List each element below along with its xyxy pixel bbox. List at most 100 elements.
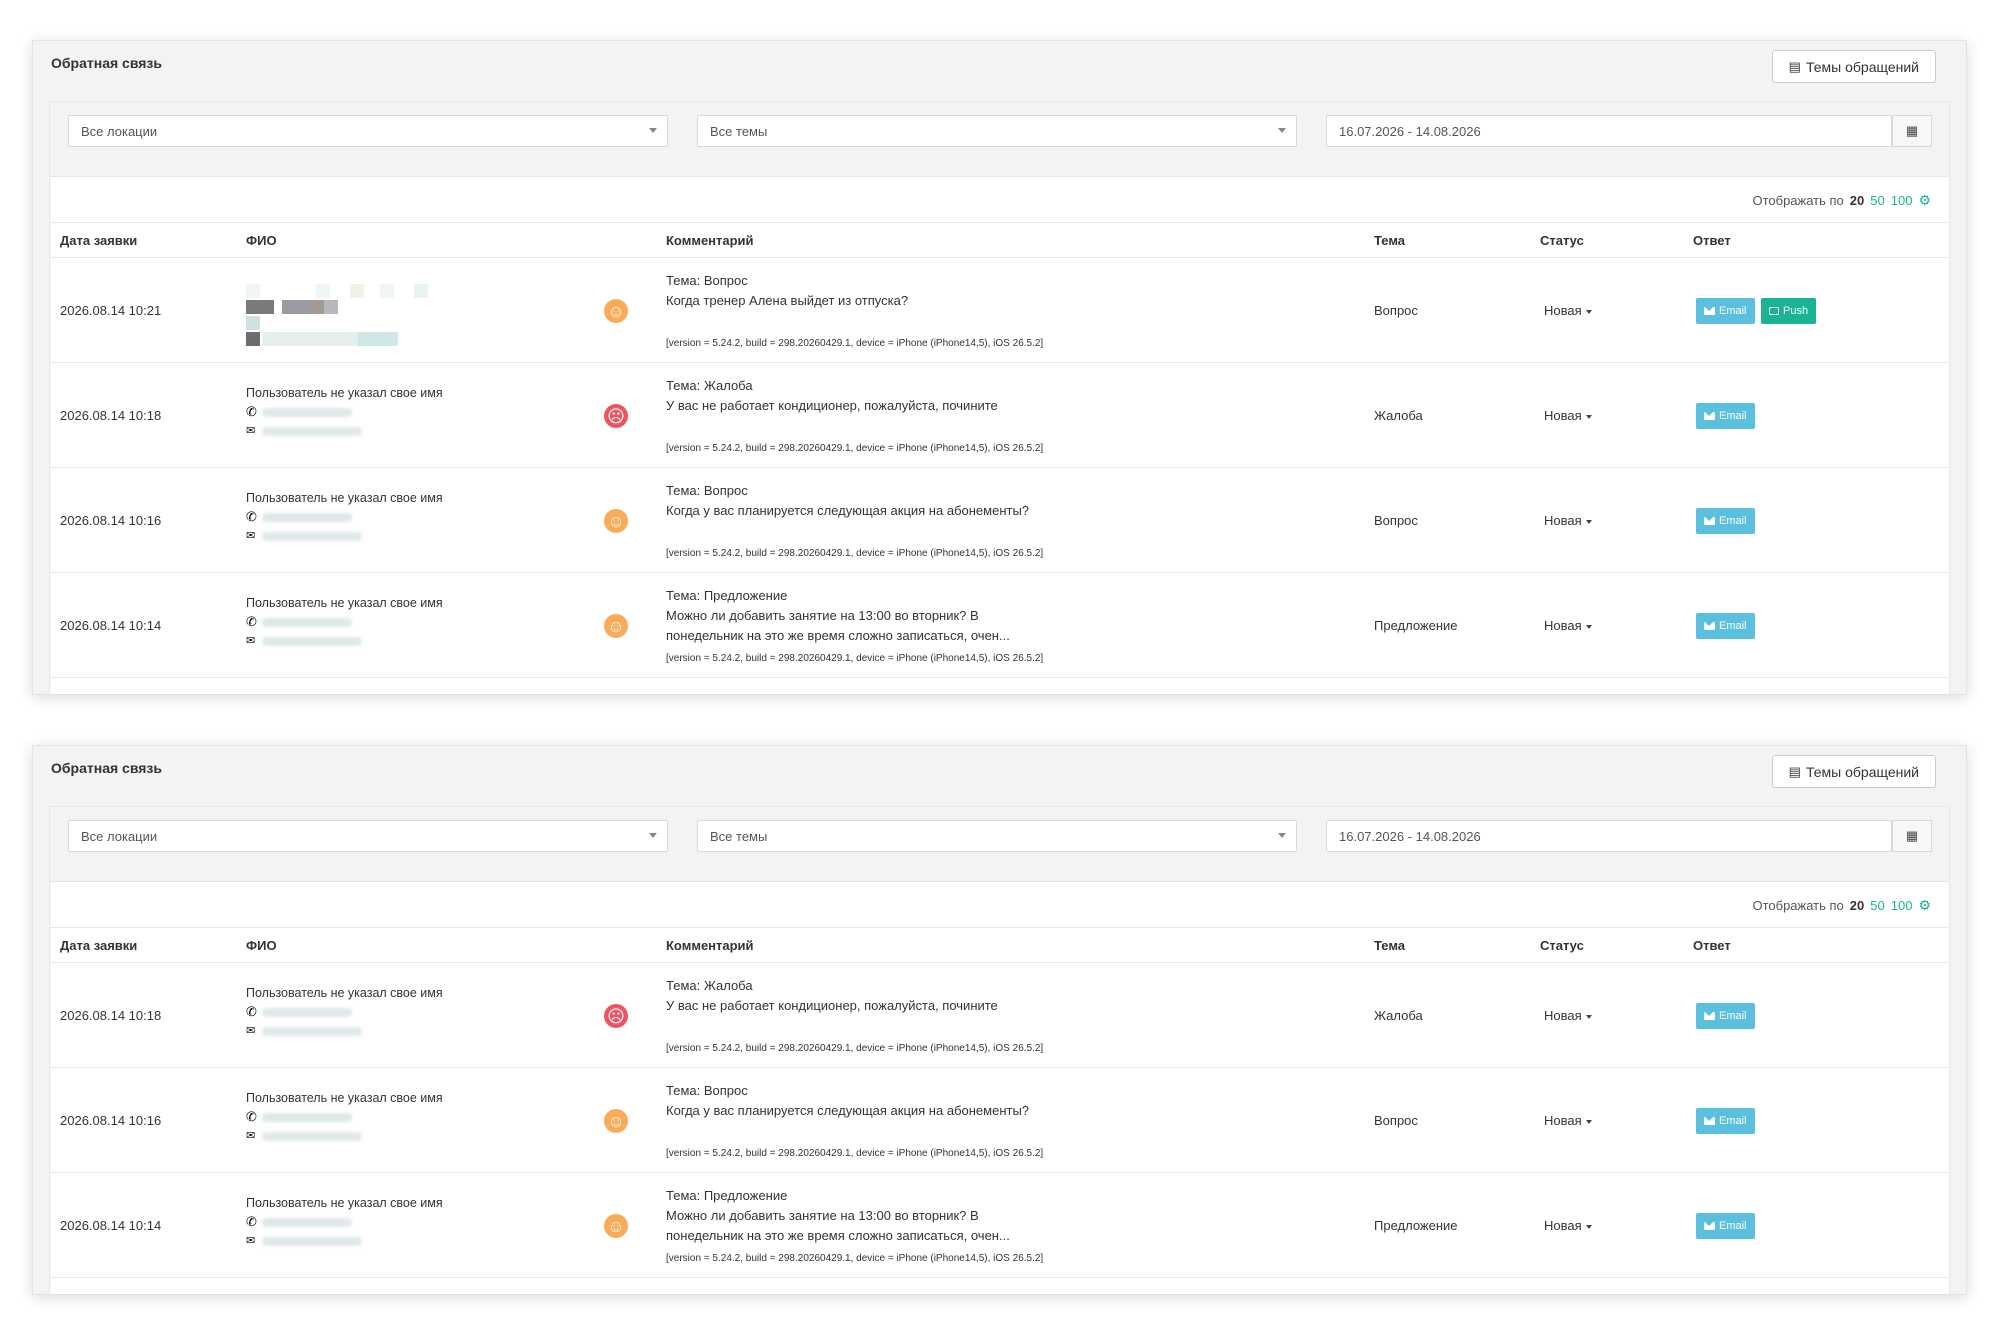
per-page-option-100[interactable]: 100 [1890,193,1913,208]
location-select[interactable]: Все локации [68,820,668,852]
per-page-option-50[interactable]: 50 [1870,898,1885,913]
email-button[interactable]: Email [1696,403,1755,429]
topics-button-label: Темы обращений [1805,763,1919,780]
comment-body: У вас не работает кондиционер, пожалуйст… [666,398,998,413]
gear-icon[interactable]: ⚙ [1918,192,1931,208]
topic-select[interactable]: Все темы [697,115,1297,147]
message-icon [1769,307,1779,315]
envelope-icon [1704,1222,1715,1230]
redacted-email [262,427,362,436]
caret-down-icon [1585,414,1592,419]
date-range-input[interactable]: 16.07.2026 - 14.08.2026 [1326,115,1892,147]
col-topic: Тема [1374,233,1406,248]
status-dropdown[interactable]: Новая [1544,1113,1592,1128]
comment-body: Когда у вас планируется следующая акция … [666,503,1030,518]
email-button[interactable]: Email [1696,508,1755,534]
panel-title: Обратная связь [51,55,162,71]
per-page-current[interactable]: 20 [1849,193,1865,208]
gear-icon[interactable]: ⚙ [1918,897,1931,913]
redacted-email [262,1027,362,1036]
caret-down-icon [1585,309,1592,314]
row-topic: Вопрос [1374,303,1418,318]
calendar-button[interactable]: ▦ [1892,115,1932,147]
status-dropdown[interactable]: Новая [1544,408,1592,423]
envelope-icon [1704,307,1715,315]
table-row: 2026.08.14 10:14 Пользователь не указал … [50,1173,1949,1278]
redacted-phone [262,1218,352,1227]
comment-text: Тема: Предложение Можно ли добавить заня… [666,1186,1046,1246]
col-date: Дата заявки [60,233,138,248]
col-name: ФИО [246,938,277,953]
row-date: 2026.08.14 10:18 [60,408,162,423]
panel-title: Обратная связь [51,760,162,776]
col-comment: Комментарий [666,938,754,953]
col-topic: Тема [1374,938,1406,953]
calendar-button[interactable]: ▦ [1892,820,1932,852]
filters-bar: Все локации Все темы 16.07.2026 - 14.08.… [50,807,1949,882]
status-dropdown[interactable]: Новая [1544,618,1592,633]
topics-button-label: Темы обращений [1805,58,1919,75]
row-topic: Жалоба [1374,1008,1423,1023]
comment-body: Можно ли добавить занятие на 13:00 во вт… [666,1208,1010,1243]
status-value: Новая [1544,408,1582,423]
status-value: Новая [1544,513,1582,528]
col-comment: Комментарий [666,233,754,248]
device-meta: [version = 5.24.2, build = 298.20260429.… [666,443,1044,454]
envelope-icon: ✉ [246,635,256,647]
location-select[interactable]: Все локации [68,115,668,147]
row-name: Пользователь не указал свое имя [246,596,443,610]
comment-topic: Тема: Вопрос [666,1083,748,1098]
per-page-label: Отображать по [1752,193,1844,208]
row-name: Пользователь не указал свое имя [246,491,443,505]
calendar-icon: ▦ [1905,123,1919,138]
status-dropdown[interactable]: Новая [1544,1008,1592,1023]
email-button-label: Email [1719,1010,1747,1022]
status-value: Новая [1544,1113,1582,1128]
comment-topic: Тема: Предложение [666,1188,788,1203]
email-button-label: Email [1719,410,1747,422]
row-name: Пользователь не указал свое имя [246,986,443,1000]
row-date: 2026.08.14 10:14 [60,1218,162,1233]
push-button[interactable]: Push [1761,298,1817,324]
phone-icon: ✆ [246,1214,257,1229]
envelope-icon [1704,412,1715,420]
date-range-input[interactable]: 16.07.2026 - 14.08.2026 [1326,820,1892,852]
topics-button[interactable]: ▤ Темы обращений [1771,50,1936,83]
redacted-email [262,1237,362,1246]
row-topic: Вопрос [1374,1113,1418,1128]
redacted-phone [262,618,352,627]
neutral-face-icon: ☺ [604,509,628,533]
email-button[interactable]: Email [1696,613,1755,639]
redacted-email [262,637,362,646]
status-dropdown[interactable]: Новая [1544,1218,1592,1233]
email-button[interactable]: Email [1696,1108,1755,1134]
feedback-panel: Обратная связь ▤ Темы обращений Все лока… [32,40,1967,695]
table-row: 2026.08.14 10:14 Пользователь не указал … [50,573,1949,678]
per-page-current[interactable]: 20 [1849,898,1865,913]
status-dropdown[interactable]: Новая [1544,303,1592,318]
envelope-icon: ✉ [246,1235,256,1247]
topics-button[interactable]: ▤ Темы обращений [1771,755,1936,788]
per-page-option-50[interactable]: 50 [1870,193,1885,208]
email-button[interactable]: Email [1696,1213,1755,1239]
comment-body: У вас не работает кондиционер, пожалуйст… [666,998,998,1013]
device-meta: [version = 5.24.2, build = 298.20260429.… [666,1043,1044,1054]
topic-select-value: Все темы [710,828,768,844]
per-page-option-100[interactable]: 100 [1890,898,1913,913]
comment-body: Когда тренер Алена выйдет из отпуска? [666,293,909,308]
chevron-down-icon [1278,833,1286,838]
device-meta: [version = 5.24.2, build = 298.20260429.… [666,653,1044,664]
status-dropdown[interactable]: Новая [1544,513,1592,528]
neutral-face-icon: ☺ [604,1109,628,1133]
email-button[interactable]: Email [1696,1003,1755,1029]
push-button-label: Push [1783,305,1809,317]
email-button[interactable]: Email [1696,298,1755,324]
comment-topic: Тема: Вопрос [666,273,748,288]
table-row: 2026.08.14 10:18 Пользователь не указал … [50,363,1949,468]
row-topic: Предложение [1374,618,1458,633]
envelope-icon: ✉ [246,530,256,542]
topic-select[interactable]: Все темы [697,820,1297,852]
neutral-face-icon: ☺ [604,299,628,323]
feedback-table-container: Все локации Все темы 16.07.2026 - 14.08.… [49,806,1950,1294]
row-date: 2026.08.14 10:14 [60,618,162,633]
